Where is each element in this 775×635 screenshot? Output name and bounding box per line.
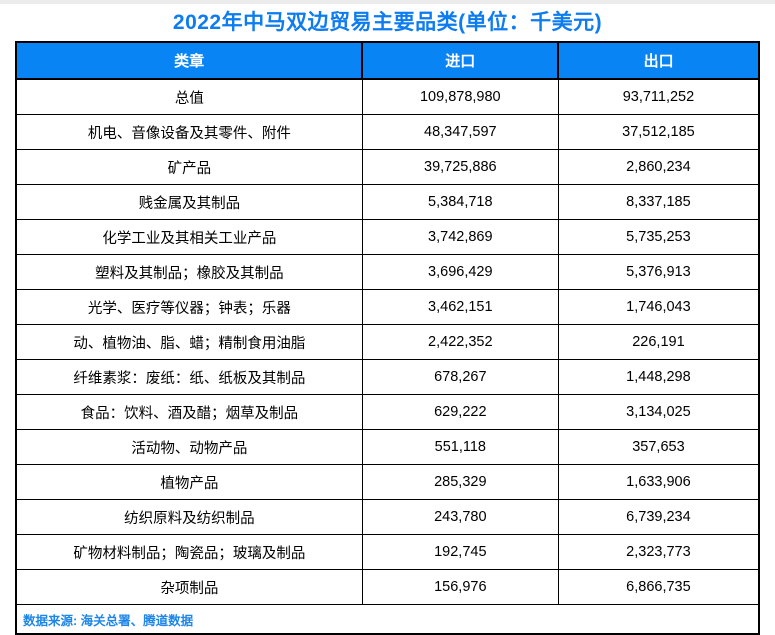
page-title: 2022年中马双边贸易主要品类(单位：千美元)	[172, 11, 603, 34]
import-value-cell: 5,384,718	[361, 184, 559, 220]
table-row: 总值 109,878,980 93,711,252	[15, 78, 760, 115]
import-value-cell: 156,976	[361, 569, 559, 605]
export-value-cell: 2,323,773	[557, 534, 760, 570]
import-value-cell: 192,745	[361, 534, 559, 570]
column-header-import: 进口	[361, 41, 560, 80]
table-row: 机电、音像设备及其零件、附件 48,347,597 37,512,185	[15, 114, 760, 150]
export-value-cell: 226,191	[557, 324, 760, 360]
export-value-cell: 5,376,913	[557, 254, 760, 290]
category-cell: 纺织原料及纺织制品	[15, 499, 363, 535]
export-value-cell: 1,633,906	[557, 464, 760, 500]
column-header-export: 出口	[557, 41, 760, 80]
import-value-cell: 678,267	[361, 359, 559, 395]
table-row: 化学工业及其相关工业产品 3,742,869 5,735,253	[15, 219, 760, 255]
table-row: 食品：饮料、酒及醋；烟草及制品 629,222 3,134,025	[15, 394, 760, 430]
category-cell: 机电、音像设备及其零件、附件	[15, 114, 363, 150]
trade-table: 类章 进口 出口 总值 109,878,980 93,711,252 机电、音像…	[14, 41, 760, 635]
table-row: 塑料及其制品；橡胶及其制品 3,696,429 5,376,913	[15, 254, 760, 290]
table-footer-row: 数据来源: 海关总署、腾道数据	[15, 604, 760, 635]
table-row: 纤维素浆：废纸：纸、纸板及其制品 678,267 1,448,298	[15, 359, 760, 395]
category-cell: 纤维素浆：废纸：纸、纸板及其制品	[15, 359, 363, 395]
category-cell: 动、植物油、脂、蜡；精制食用油脂	[15, 324, 363, 360]
table-row: 植物产品 285,329 1,633,906	[15, 464, 760, 500]
export-value-cell: 1,448,298	[557, 359, 760, 395]
category-cell: 食品：饮料、酒及醋；烟草及制品	[15, 394, 363, 430]
table-row: 贱金属及其制品 5,384,718 8,337,185	[15, 184, 760, 220]
category-cell: 活动物、动物产品	[15, 429, 363, 465]
table-row: 杂项制品 156,976 6,866,735	[15, 569, 760, 605]
import-value-cell: 48,347,597	[361, 114, 559, 150]
table-row: 纺织原料及纺织制品 243,780 6,739,234	[15, 499, 760, 535]
import-value-cell: 285,329	[361, 464, 559, 500]
table-row: 矿产品 39,725,886 2,860,234	[15, 149, 760, 185]
import-value-cell: 109,878,980	[361, 78, 559, 115]
export-value-cell: 2,860,234	[557, 149, 760, 185]
window-top-strip	[0, 0, 775, 4]
table-header-row: 类章 进口 出口	[14, 41, 760, 80]
import-value-cell: 3,742,869	[361, 219, 559, 255]
category-cell: 光学、医疗等仪器；钟表；乐器	[15, 289, 363, 325]
category-cell: 矿物材料制品；陶瓷品；玻璃及制品	[15, 534, 363, 570]
export-value-cell: 357,653	[557, 429, 760, 465]
table-row: 矿物材料制品；陶瓷品；玻璃及制品 192,745 2,323,773	[15, 534, 760, 570]
export-value-cell: 3,134,025	[557, 394, 760, 430]
category-cell: 贱金属及其制品	[15, 184, 363, 220]
table-row: 动、植物油、脂、蜡；精制食用油脂 2,422,352 226,191	[15, 324, 760, 360]
export-value-cell: 5,735,253	[557, 219, 760, 255]
export-value-cell: 93,711,252	[557, 78, 760, 115]
table-row: 活动物、动物产品 551,118 357,653	[15, 429, 760, 465]
column-header-category: 类章	[14, 41, 364, 80]
import-value-cell: 3,696,429	[361, 254, 559, 290]
export-value-cell: 6,866,735	[557, 569, 760, 605]
import-value-cell: 2,422,352	[361, 324, 559, 360]
import-value-cell: 243,780	[361, 499, 559, 535]
export-value-cell: 37,512,185	[557, 114, 760, 150]
category-cell: 矿产品	[15, 149, 363, 185]
export-value-cell: 8,337,185	[557, 184, 760, 220]
import-value-cell: 629,222	[361, 394, 559, 430]
category-cell: 化学工业及其相关工业产品	[15, 219, 363, 255]
table-row: 光学、医疗等仪器；钟表；乐器 3,462,151 1,746,043	[15, 289, 760, 325]
import-value-cell: 39,725,886	[361, 149, 559, 185]
category-cell: 总值	[15, 78, 363, 115]
data-source-note: 数据来源: 海关总署、腾道数据	[15, 604, 760, 635]
export-value-cell: 1,746,043	[557, 289, 760, 325]
export-value-cell: 6,739,234	[557, 499, 760, 535]
import-value-cell: 3,462,151	[361, 289, 559, 325]
import-value-cell: 551,118	[361, 429, 559, 465]
category-cell: 植物产品	[15, 464, 363, 500]
category-cell: 杂项制品	[15, 569, 363, 605]
category-cell: 塑料及其制品；橡胶及其制品	[15, 254, 363, 290]
